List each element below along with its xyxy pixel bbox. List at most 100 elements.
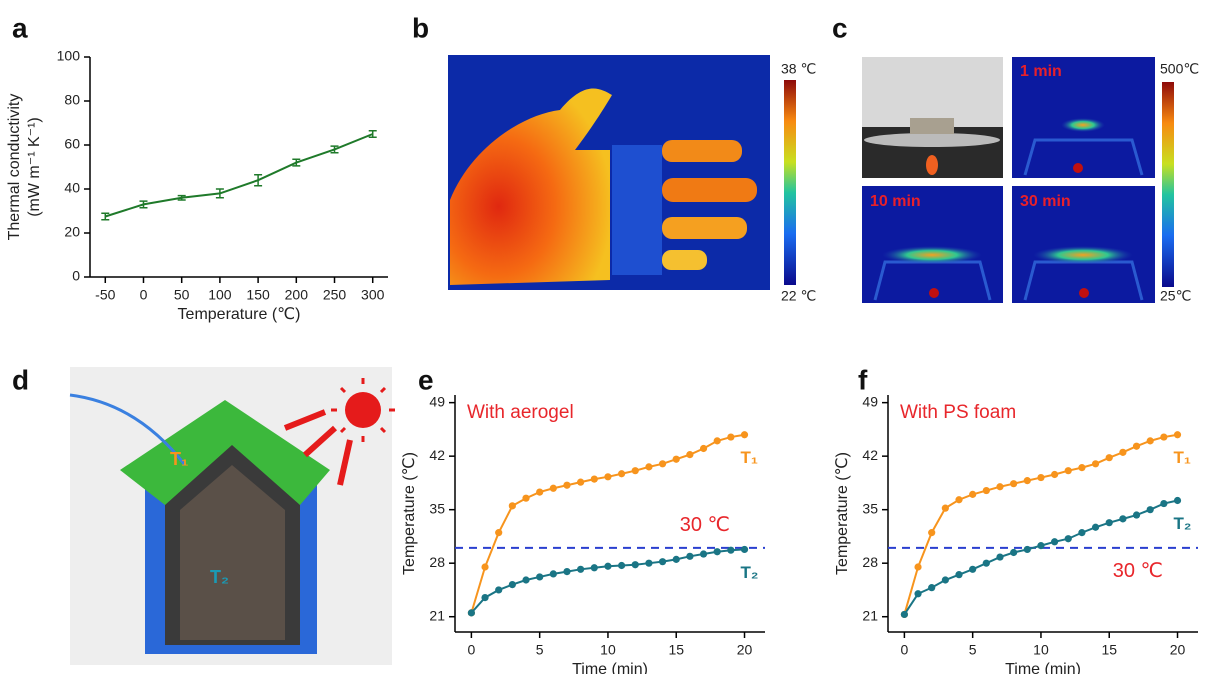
- y-tick-label: 35: [429, 500, 445, 516]
- x-tick-label: 0: [140, 287, 148, 303]
- point: [996, 483, 1003, 490]
- point: [1174, 497, 1181, 504]
- point: [1160, 500, 1167, 507]
- frame-label: 1 min: [1020, 63, 1062, 80]
- point: [1051, 471, 1058, 478]
- point: [481, 563, 488, 570]
- point: [1010, 549, 1017, 556]
- x-tick-label: 5: [969, 642, 977, 658]
- colorbar-min: 25℃: [1160, 288, 1191, 304]
- point: [618, 470, 625, 477]
- panel-label: d: [12, 364, 29, 395]
- point: [700, 445, 707, 452]
- thermal-hand-image: 38 ℃ 22 ℃: [448, 55, 816, 304]
- error-bar: [369, 131, 377, 138]
- point: [659, 558, 666, 565]
- point: [1078, 464, 1085, 471]
- point: [686, 451, 693, 458]
- x-tick-label: 20: [737, 642, 753, 658]
- point: [1092, 524, 1099, 531]
- point: [632, 561, 639, 568]
- point: [700, 550, 707, 557]
- point: [673, 456, 680, 463]
- figure: a b c d e f 38 ℃ 22 ℃ 1 min 10 min 30 mi…: [0, 0, 1209, 674]
- point: [632, 467, 639, 474]
- point: [928, 584, 935, 591]
- point: [522, 495, 529, 502]
- y-tick-label: 21: [429, 607, 445, 623]
- y-tick-label: 100: [57, 48, 81, 64]
- point: [741, 431, 748, 438]
- point: [645, 463, 652, 470]
- panel-label: e: [418, 364, 434, 395]
- point: [550, 485, 557, 492]
- point: [914, 563, 921, 570]
- x-tick-label: 5: [536, 642, 544, 658]
- point: [901, 611, 908, 618]
- x-tick-label: 50: [174, 287, 190, 303]
- point: [969, 566, 976, 573]
- y-tick-label: 21: [862, 607, 878, 623]
- point: [983, 560, 990, 567]
- x-tick-label: -50: [95, 287, 115, 303]
- point: [727, 433, 734, 440]
- point: [495, 586, 502, 593]
- y-tick-label: 42: [862, 447, 878, 463]
- point: [996, 553, 1003, 560]
- point: [1024, 546, 1031, 553]
- sensor-label: T₁: [170, 449, 188, 469]
- y-axis-title: Thermal conductivity: [6, 94, 23, 241]
- panel-label: c: [832, 12, 848, 43]
- point: [1024, 477, 1031, 484]
- colorbar-min: 22 ℃: [781, 288, 816, 304]
- point: [1065, 535, 1072, 542]
- reference-label: 30 ℃: [1113, 560, 1163, 582]
- series-label: T₂: [741, 563, 759, 582]
- point: [591, 564, 598, 571]
- point: [1106, 454, 1113, 461]
- y-tick-label: 80: [64, 92, 80, 108]
- y-axis-title: (mW m⁻¹ K⁻¹): [26, 117, 43, 217]
- y-tick-label: 60: [64, 136, 80, 152]
- panel-label: f: [858, 364, 868, 395]
- x-tick-label: 15: [668, 642, 684, 658]
- point: [686, 553, 693, 560]
- point: [659, 460, 666, 467]
- point: [522, 576, 529, 583]
- point: [928, 529, 935, 536]
- point: [563, 482, 570, 489]
- point: [955, 571, 962, 578]
- point: [741, 546, 748, 553]
- point: [1147, 506, 1154, 513]
- x-axis-title: Temperature (℃): [178, 306, 301, 323]
- point: [1119, 515, 1126, 522]
- series-label: T₂: [1174, 514, 1192, 533]
- annotation: With aerogel: [467, 402, 574, 423]
- point: [727, 547, 734, 554]
- point: [969, 491, 976, 498]
- point: [673, 556, 680, 563]
- colorbar-max: 500℃: [1160, 61, 1199, 77]
- point: [955, 496, 962, 503]
- point: [983, 487, 990, 494]
- y-tick-label: 35: [862, 500, 878, 516]
- point: [1065, 467, 1072, 474]
- y-tick-label: 28: [429, 554, 445, 570]
- point: [618, 562, 625, 569]
- frame-label: 30 min: [1020, 193, 1071, 210]
- point: [1133, 443, 1140, 450]
- point: [645, 560, 652, 567]
- point: [1147, 437, 1154, 444]
- point: [481, 594, 488, 601]
- point: [604, 473, 611, 480]
- y-tick-label: 49: [862, 393, 878, 409]
- point: [550, 570, 557, 577]
- point: [942, 576, 949, 583]
- x-tick-label: 10: [1033, 642, 1049, 658]
- series-line: [904, 435, 1177, 615]
- point: [1037, 474, 1044, 481]
- panel-label: a: [12, 12, 28, 43]
- point: [1037, 542, 1044, 549]
- series-label: T₁: [741, 448, 758, 467]
- point: [914, 590, 921, 597]
